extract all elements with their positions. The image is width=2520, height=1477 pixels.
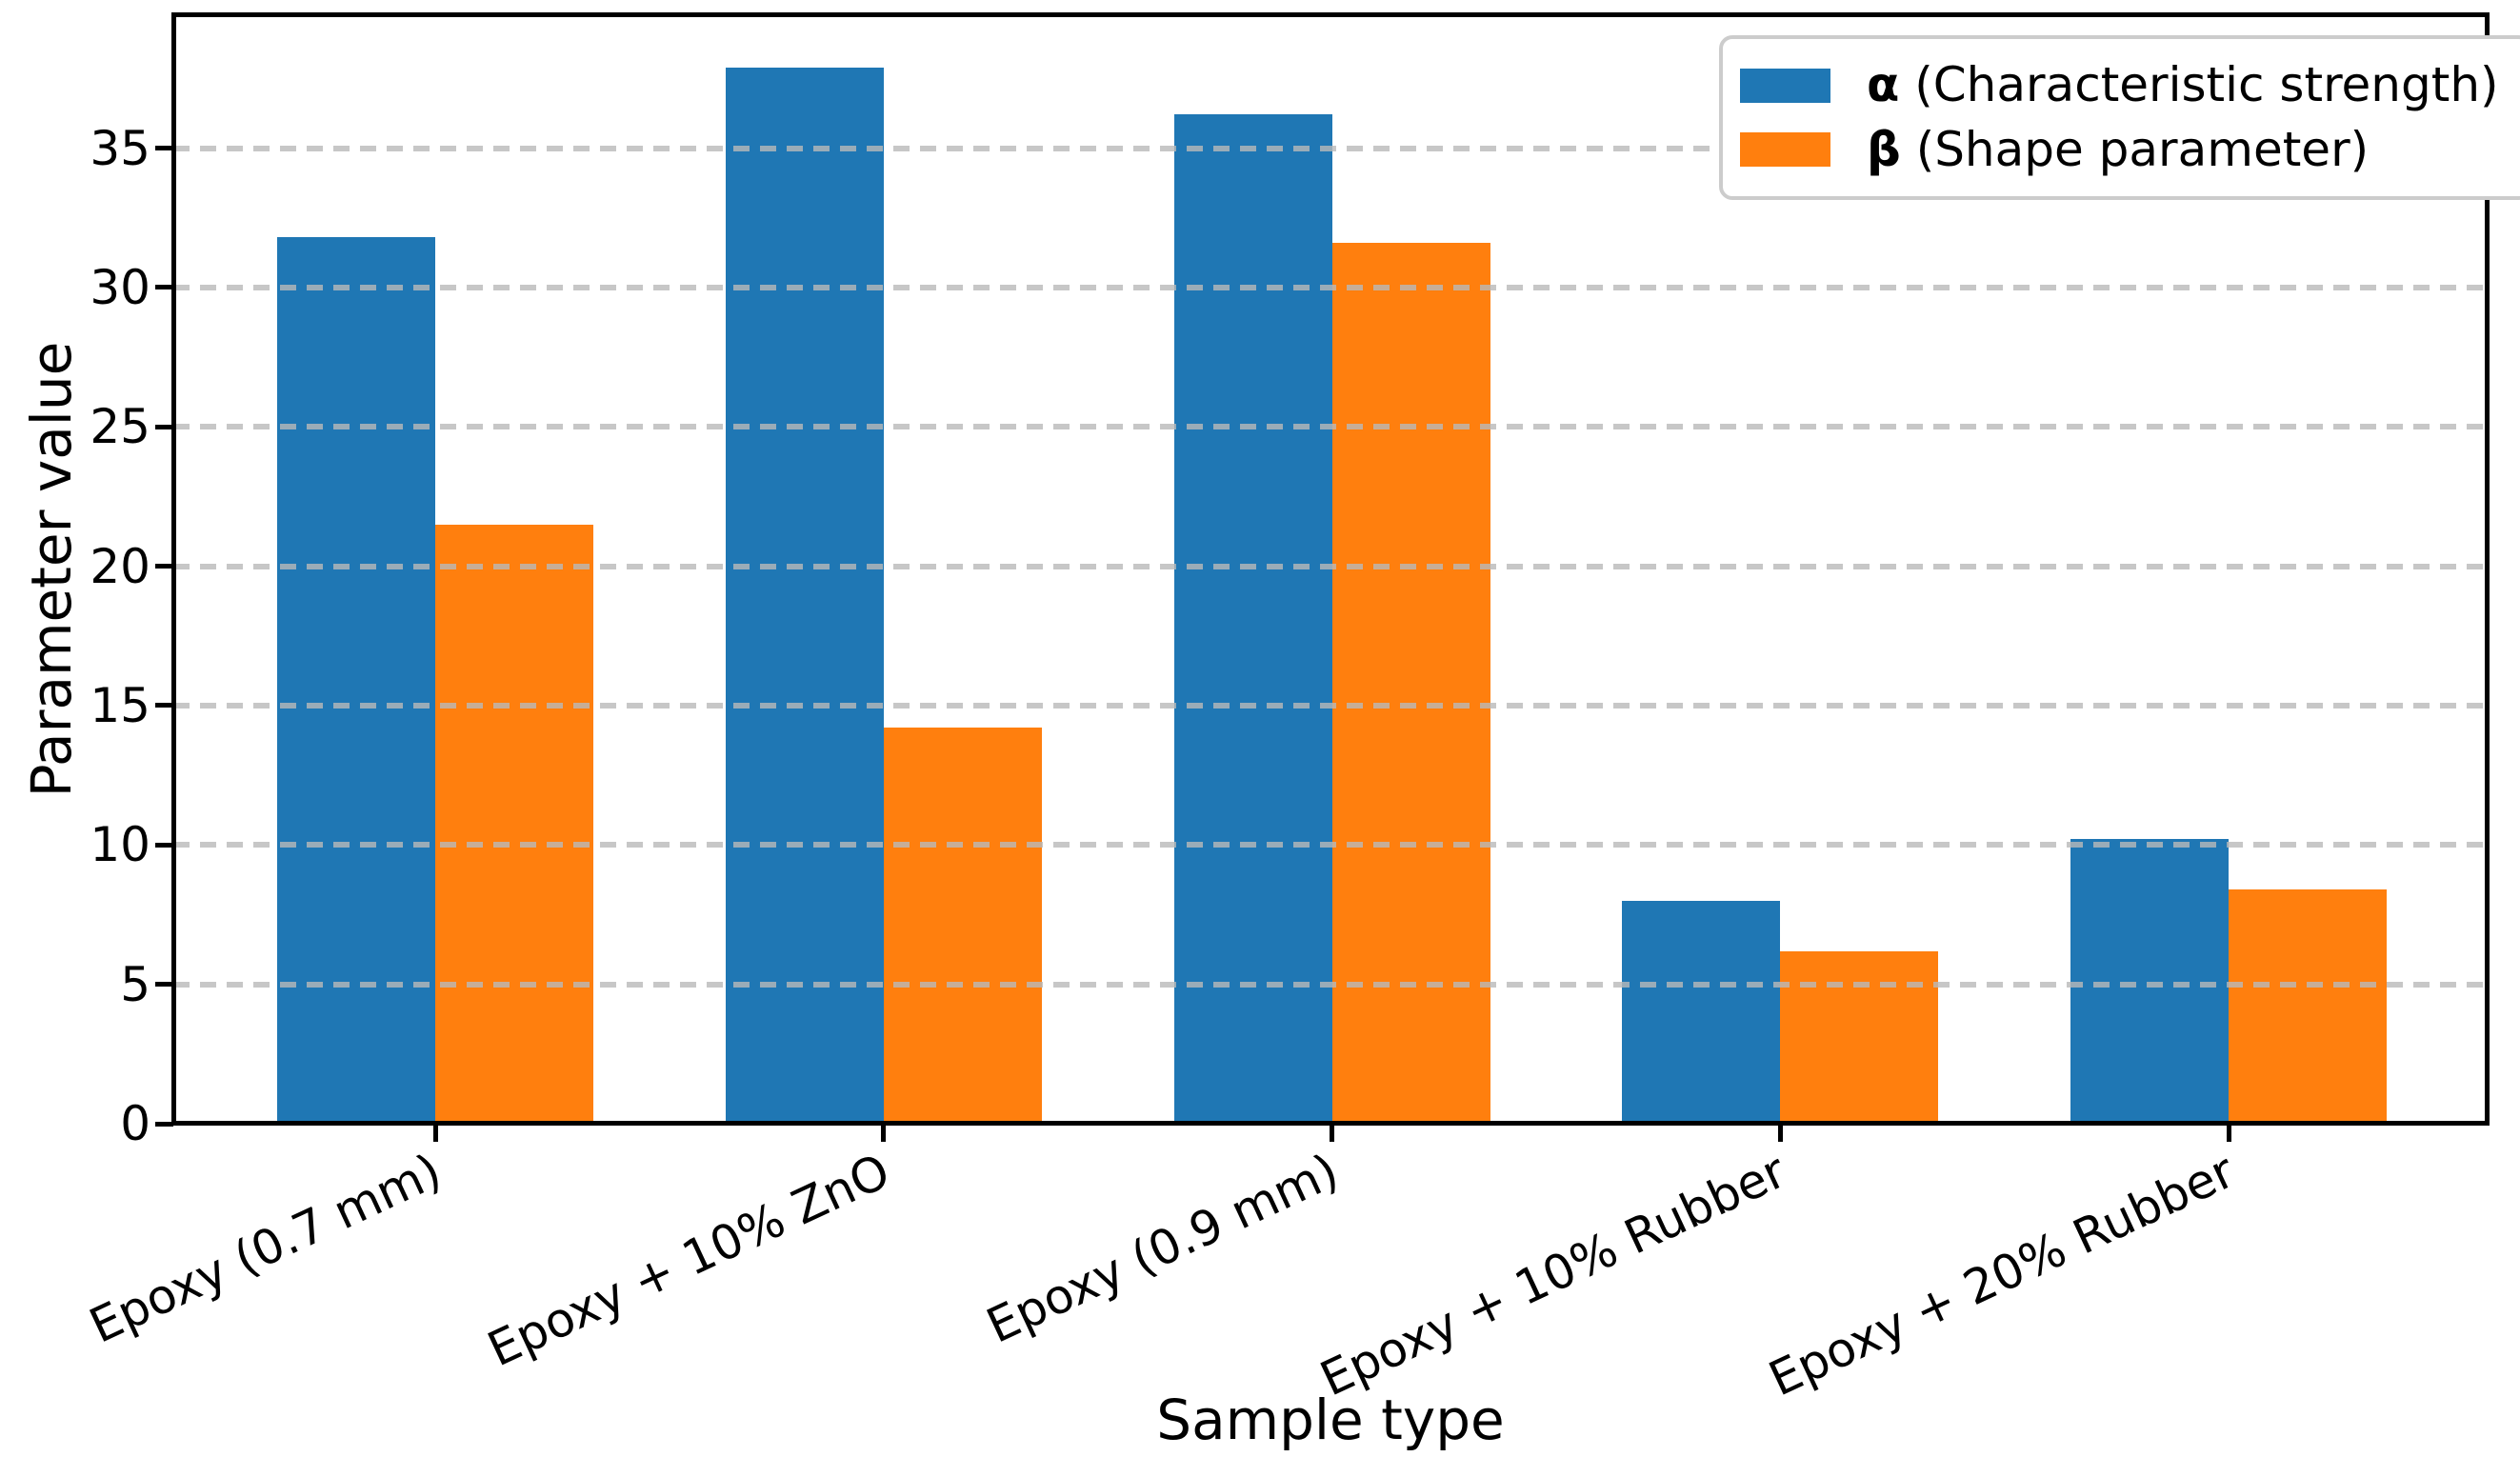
bar-beta-1	[883, 728, 1042, 1124]
legend-label: α (Characteristic strength)	[1867, 57, 2499, 112]
legend-item-alpha: α (Characteristic strength)	[1740, 57, 2499, 113]
x-tick-mark-1	[881, 1124, 887, 1142]
legend-symbol: β	[1867, 121, 1901, 177]
y-tick-mark-20	[155, 564, 173, 569]
x-tick-mark-0	[432, 1124, 438, 1142]
y-tick-label-15: 15	[90, 677, 150, 733]
legend-label: β (Shape parameter)	[1867, 121, 2370, 177]
x-tick-mark-4	[2226, 1124, 2231, 1142]
y-tick-label-10: 10	[90, 817, 150, 873]
y-tick-mark-15	[155, 703, 173, 709]
x-axis-title: Sample type	[1156, 1387, 1505, 1452]
gridline-10	[173, 842, 2488, 848]
legend-item-beta: β (Shape parameter)	[1740, 121, 2499, 178]
y-tick-mark-30	[155, 285, 173, 290]
y-tick-mark-10	[155, 842, 173, 848]
gridline-15	[173, 702, 2488, 709]
y-tick-mark-0	[155, 1121, 173, 1127]
y-tick-mark-5	[155, 982, 173, 988]
y-tick-label-25: 25	[90, 399, 150, 455]
bar-alpha-2	[1173, 114, 1332, 1124]
y-tick-label-0: 0	[120, 1096, 150, 1151]
x-tick-mark-3	[1777, 1124, 1783, 1142]
bar-alpha-0	[277, 237, 435, 1124]
legend: α (Characteristic strength) β (Shape para…	[1719, 35, 2520, 200]
y-tick-label-20: 20	[90, 538, 150, 594]
bar-alpha-1	[725, 67, 884, 1124]
y-tick-mark-25	[155, 424, 173, 429]
y-tick-label-5: 5	[120, 956, 150, 1012]
gridline-5	[173, 981, 2488, 988]
gridline-20	[173, 563, 2488, 569]
gridline-35	[173, 145, 2488, 151]
bar-alpha-3	[1622, 900, 1781, 1124]
bar-beta-2	[1331, 243, 1490, 1124]
bar-beta-0	[435, 524, 593, 1124]
y-axis-title: Parameter value	[19, 341, 84, 797]
bar-beta-4	[2229, 889, 2387, 1124]
legend-symbol: α	[1867, 57, 1900, 112]
gridline-30	[173, 284, 2488, 290]
legend-swatch-beta	[1740, 132, 1830, 168]
legend-swatch-alpha	[1740, 68, 1830, 103]
y-tick-label-35: 35	[90, 120, 150, 176]
y-tick-label-30: 30	[90, 259, 150, 315]
y-tick-mark-35	[155, 146, 173, 150]
gridline-25	[173, 424, 2488, 430]
bar-beta-3	[1780, 950, 1939, 1124]
x-tick-mark-2	[1330, 1124, 1334, 1142]
